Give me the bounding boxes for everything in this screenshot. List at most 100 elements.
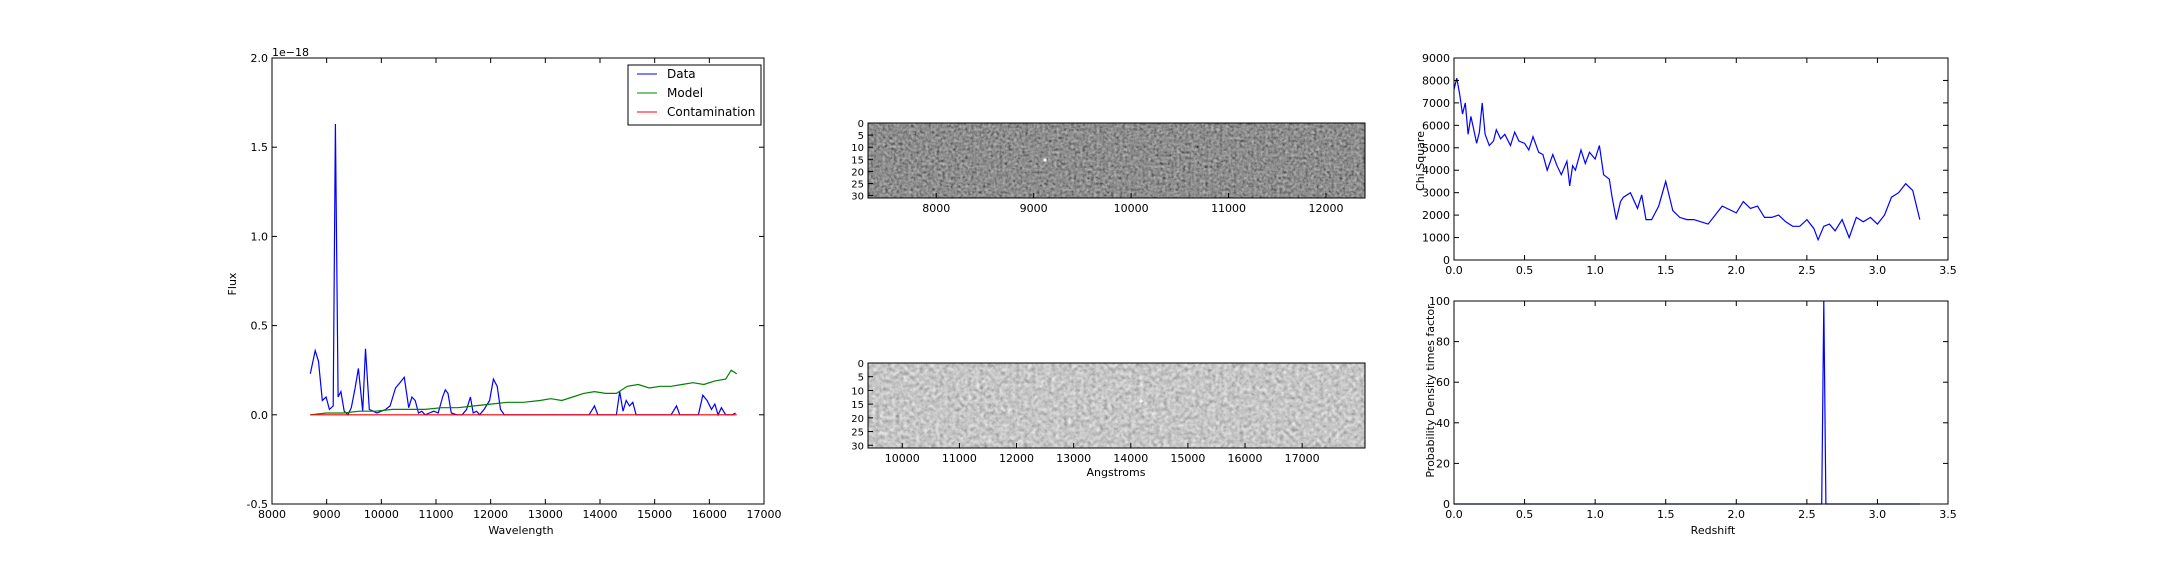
y-tick-label: 30 xyxy=(851,192,864,203)
axes-frame xyxy=(1453,300,1949,505)
y-tick-label: 40 xyxy=(1436,417,1450,430)
x-tick-label: 3.0 xyxy=(1869,264,1887,277)
x-tick-label: 2.5 xyxy=(1798,264,1816,277)
x-tick-label: 13000 xyxy=(1056,452,1091,465)
x-tick-label: 15000 xyxy=(637,508,672,521)
x-tick-label: 2.0 xyxy=(1728,264,1746,277)
x-tick-label: 8000 xyxy=(922,202,950,215)
y-tick-label: 20 xyxy=(851,414,864,425)
y-tick-label: -0.5 xyxy=(247,498,268,511)
y-tick-label: 80 xyxy=(1436,336,1450,349)
y-tick-label: 5 xyxy=(858,373,864,384)
y-tick-label: 5 xyxy=(858,131,864,142)
y-tick-label: 5000 xyxy=(1422,142,1450,155)
legend-label-data: Data xyxy=(667,67,696,81)
legend: Data Model Contamination xyxy=(627,64,762,126)
y-tick-label: 15 xyxy=(851,155,864,166)
x-tick-label: 0.5 xyxy=(1516,508,1534,521)
x-tick-label: 14000 xyxy=(1113,452,1148,465)
x-axis-label: Angstroms xyxy=(1087,466,1146,479)
y-axis-label: Flux xyxy=(226,272,239,295)
probability-density-plot: Redshift Probability Density times facto… xyxy=(1424,295,1957,537)
legend-label-contamination: Contamination xyxy=(667,105,755,119)
x-tick-label: 14000 xyxy=(583,508,618,521)
x-tick-label: 10000 xyxy=(1114,202,1149,215)
axes-frame xyxy=(867,122,1366,199)
y-tick-label: 8000 xyxy=(1422,74,1450,87)
x-tick-label: 0.0 xyxy=(1445,508,1463,521)
series-line-0 xyxy=(1454,300,1920,505)
x-tick-label: 2.5 xyxy=(1798,508,1816,521)
x-tick-label: 3.5 xyxy=(1939,264,1957,277)
y-tick-label: 1.0 xyxy=(251,230,269,243)
x-tick-label: 16000 xyxy=(692,508,727,521)
x-tick-label: 11000 xyxy=(419,508,454,521)
y-tick-label: 30 xyxy=(851,441,864,452)
series-line-data xyxy=(309,123,736,417)
chi-square-plot: Chi Square 0.0 0.5 1.0 1.5 2.0 2.5 3.0 3.5 0 1000… xyxy=(1414,52,1957,277)
series-line-0 xyxy=(1453,78,1921,242)
x-tick-label: 9000 xyxy=(1020,202,1048,215)
x-tick-label: 16000 xyxy=(1228,452,1263,465)
axes-frame xyxy=(1453,57,1949,261)
y-tick-label: 0 xyxy=(858,359,864,370)
x-tick-label: 0.0 xyxy=(1445,264,1463,277)
x-tick-label: 10000 xyxy=(885,452,920,465)
x-tick-label: 12000 xyxy=(473,508,508,521)
image-top xyxy=(868,123,1365,198)
exponent-label: 1e−18 xyxy=(272,46,309,59)
x-axis-label: Wavelength xyxy=(488,524,553,537)
axes-frame xyxy=(867,362,1366,449)
y-tick-label: 4000 xyxy=(1422,164,1450,177)
y-tick-label: 25 xyxy=(851,428,864,439)
y-axis-label: Chi Square xyxy=(1414,131,1427,191)
bright-spot-top xyxy=(1043,158,1047,162)
x-tick-label: 12000 xyxy=(1309,202,1344,215)
x-tick-label: 10000 xyxy=(364,508,399,521)
y-tick-label: 2.0 xyxy=(251,52,269,65)
y-tick-label: 0 xyxy=(1443,254,1450,267)
y-tick-label: 0.5 xyxy=(251,320,269,333)
y-tick-label: 10 xyxy=(851,143,864,154)
y-axis-label: Probability Density times factor xyxy=(1424,304,1437,478)
x-tick-label: 8000 xyxy=(258,508,286,521)
y-tick-label: 3000 xyxy=(1422,187,1450,200)
x-tick-label: 1.5 xyxy=(1657,264,1675,277)
series-line-model xyxy=(310,369,738,416)
x-tick-label: 12000 xyxy=(999,452,1034,465)
y-tick-label: 9000 xyxy=(1422,52,1450,65)
y-tick-label: 10 xyxy=(851,386,864,397)
y-tick-label: 0 xyxy=(858,119,864,130)
x-tick-label: 15000 xyxy=(1170,452,1205,465)
spectrum-plot: 1e−18 Wavelength Flux Data Model Contami… xyxy=(226,46,782,537)
x-axis-label: Redshift xyxy=(1691,524,1736,537)
x-tick-label: 1.0 xyxy=(1586,508,1604,521)
y-tick-label: 7000 xyxy=(1422,97,1450,110)
y-tick-label: 6000 xyxy=(1422,119,1450,132)
y-tick-label: 1000 xyxy=(1422,232,1450,245)
y-tick-label: 25 xyxy=(851,179,864,190)
x-tick-label: 1.0 xyxy=(1586,264,1604,277)
x-tick-label: 11000 xyxy=(942,452,977,465)
y-tick-label: 2000 xyxy=(1422,209,1450,222)
y-tick-label: 1.5 xyxy=(251,141,269,154)
y-tick-label: 20 xyxy=(851,167,864,178)
legend-box xyxy=(627,64,762,126)
y-tick-label: 0.0 xyxy=(251,409,269,422)
x-tick-label: 17000 xyxy=(747,508,782,521)
y-tick-label: 0 xyxy=(1443,498,1450,511)
axes-frame xyxy=(271,57,765,505)
image-bottom xyxy=(868,363,1365,448)
x-tick-label: 2.0 xyxy=(1728,508,1746,521)
x-tick-label: 3.0 xyxy=(1869,508,1887,521)
bright-spot-bottom xyxy=(1139,399,1143,403)
x-tick-label: 9000 xyxy=(313,508,341,521)
x-tick-label: 13000 xyxy=(528,508,563,521)
spectrum-image-bottom: Angstroms 10000 11000 12000 13000 14000 15000… xyxy=(851,359,1366,479)
x-tick-label: 11000 xyxy=(1211,202,1246,215)
x-tick-label: 17000 xyxy=(1285,452,1320,465)
x-tick-label: 0.5 xyxy=(1516,264,1534,277)
y-tick-label: 20 xyxy=(1436,457,1450,470)
